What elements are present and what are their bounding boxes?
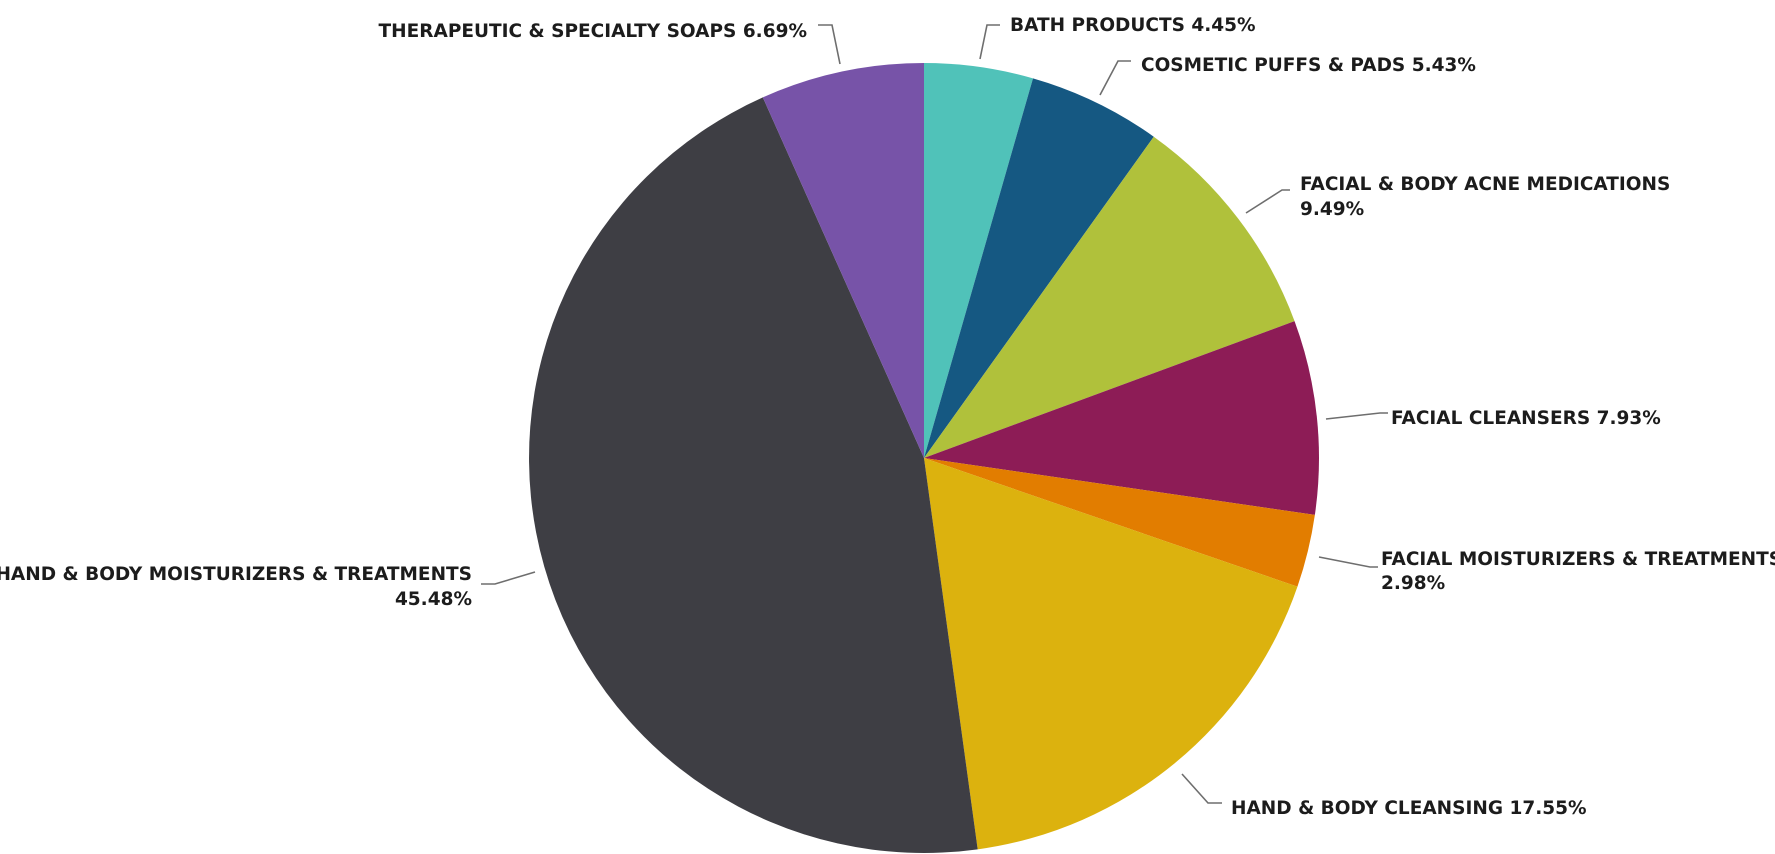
leader-line-3 bbox=[1245, 189, 1290, 214]
slice-name: THERAPEUTIC & SPECIALTY SOAPS bbox=[379, 21, 743, 42]
slice-label-8: THERAPEUTIC & SPECIALTY SOAPS 6.69% bbox=[379, 21, 807, 42]
slice-value: 5.43% bbox=[1412, 55, 1476, 76]
slice-name: HAND & BODY CLEANSING bbox=[1231, 798, 1509, 819]
slice-label-4: FACIAL CLEANSERS 7.93% bbox=[1391, 408, 1661, 429]
slice-name: BATH PRODUCTS bbox=[1010, 15, 1191, 36]
label-leader-lines bbox=[481, 24, 1388, 804]
slice-value-5: 2.98% bbox=[1381, 573, 1445, 594]
slice-label-6: HAND & BODY CLEANSING 17.55% bbox=[1231, 798, 1587, 819]
leader-line-4 bbox=[1325, 412, 1388, 420]
pie-slice-3 bbox=[924, 136, 1295, 458]
leader-line-2 bbox=[1099, 60, 1131, 96]
pie-slice-2 bbox=[924, 78, 1154, 458]
slice-name-7: HAND & BODY MOISTURIZERS & TREATMENTS bbox=[0, 564, 472, 585]
pie-slice-7 bbox=[529, 97, 978, 853]
slice-name: FACIAL CLEANSERS bbox=[1391, 408, 1597, 429]
pie-slices bbox=[529, 63, 1319, 853]
leader-line-8 bbox=[818, 24, 841, 65]
slice-name: COSMETIC PUFFS & PADS bbox=[1141, 55, 1412, 76]
slice-labels: BATH PRODUCTS 4.45% COSMETIC PUFFS & PADS… bbox=[0, 15, 1775, 819]
slice-label-2: COSMETIC PUFFS & PADS 5.43% bbox=[1141, 55, 1476, 76]
pie-slice-4 bbox=[924, 321, 1319, 515]
pie-slice-6 bbox=[924, 458, 1298, 850]
leader-line-6 bbox=[1181, 773, 1222, 804]
slice-value-3: 9.49% bbox=[1300, 199, 1364, 220]
pie-slice-8 bbox=[762, 63, 924, 458]
slice-value: 17.55% bbox=[1509, 798, 1586, 819]
leader-line-5 bbox=[1318, 556, 1378, 568]
slice-name-5: FACIAL MOISTURIZERS & TREATMENTS bbox=[1381, 549, 1775, 570]
pie-slice-5 bbox=[924, 458, 1315, 587]
pie-slice-1 bbox=[924, 63, 1034, 458]
leader-line-7 bbox=[481, 571, 536, 585]
slice-label-1: BATH PRODUCTS 4.45% bbox=[1010, 15, 1256, 36]
slice-value-7: 45.48% bbox=[395, 589, 472, 610]
slice-value: 7.93% bbox=[1597, 408, 1661, 429]
slice-name-3: FACIAL & BODY ACNE MEDICATIONS bbox=[1300, 174, 1670, 195]
slice-value: 4.45% bbox=[1191, 15, 1255, 36]
leader-line-1 bbox=[979, 24, 1000, 60]
slice-value: 6.69% bbox=[743, 21, 807, 42]
